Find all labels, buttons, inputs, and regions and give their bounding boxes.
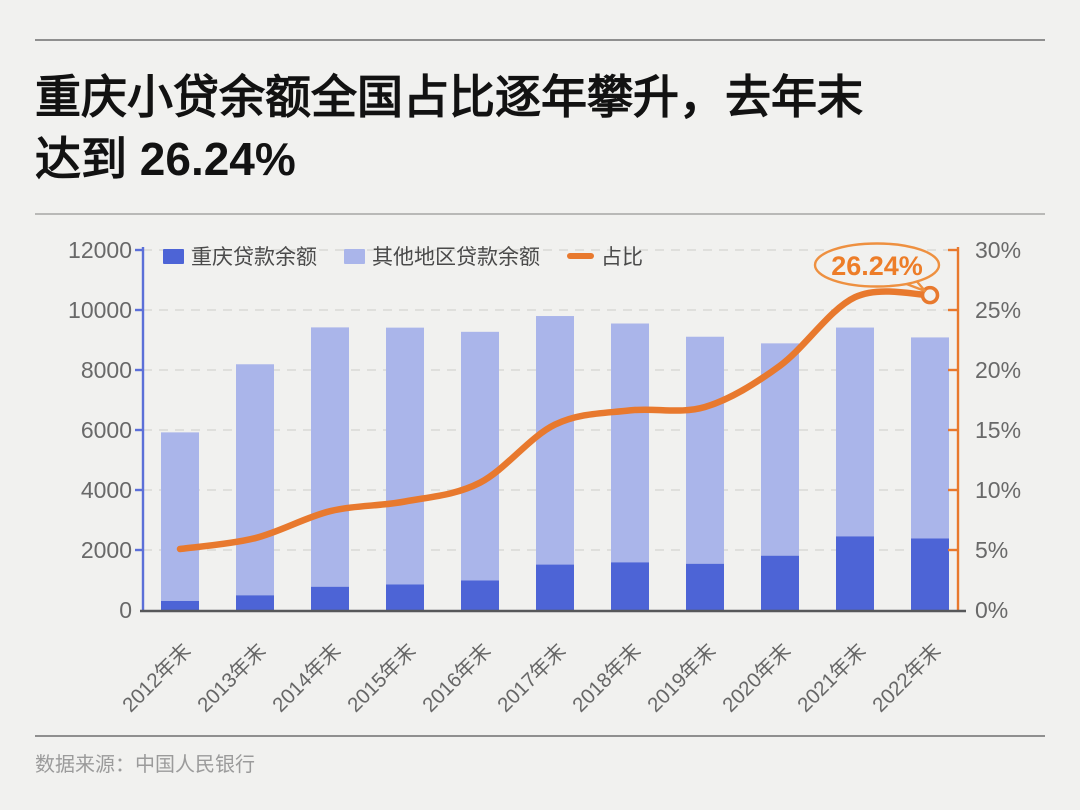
title-divider — [35, 213, 1045, 215]
bar-other-2019年末 — [686, 336, 724, 564]
other-regions-swatch-icon — [344, 248, 365, 264]
y-right-tick-label: 10% — [975, 477, 1021, 503]
y-left-tick-label: 12000 — [68, 237, 132, 263]
ratio-line-series — [176, 285, 940, 553]
ratio-line-swatch-icon — [567, 253, 594, 259]
bar-chongqing-2012年末 — [161, 600, 199, 610]
bar-other-2017年末 — [536, 316, 574, 565]
bar-other-2014年末 — [311, 327, 349, 587]
x-tick-label: 2015年末 — [343, 639, 421, 717]
bar-other-2018年末 — [611, 323, 649, 563]
y-left-tick-label: 6000 — [81, 417, 132, 443]
data-source-note: 数据来源：中国人民银行 — [35, 754, 255, 776]
bar-other-2015年末 — [386, 327, 424, 585]
y-right-tick-label: 5% — [975, 537, 1008, 563]
x-tick-label: 2013年末 — [193, 639, 271, 717]
bar-chongqing-2016年末 — [461, 580, 499, 610]
y-left-tick-label: 2000 — [81, 537, 132, 563]
bar-other-2021年末 — [836, 327, 874, 537]
legend-item-chongqing[interactable]: 重庆贷款余额 — [163, 241, 317, 271]
page-title-line2: 达到 26.24% — [35, 133, 296, 185]
legend-label-chongqing: 重庆贷款余额 — [191, 246, 317, 269]
page-title: 重庆小贷余额全国占比逐年攀升，去年末 达到 26.24% — [35, 66, 1055, 190]
y-right-tick-label: 0% — [975, 597, 1008, 623]
bar-chongqing-2013年末 — [236, 595, 274, 610]
x-tick-label: 2020年末 — [718, 639, 796, 717]
x-tick-label: 2019年末 — [643, 639, 721, 717]
legend-label-ratio: 占比 — [601, 246, 643, 269]
bar-chongqing-2019年末 — [686, 563, 724, 610]
legend-label-other: 其他地区贷款余额 — [372, 246, 540, 269]
callout-bubble: 26.24% — [813, 242, 941, 293]
top-divider — [35, 39, 1045, 41]
y-right-tick-label: 20% — [975, 357, 1021, 383]
bar-other-2013年末 — [236, 364, 274, 596]
legend-item-other[interactable]: 其他地区贷款余额 — [344, 241, 540, 271]
axes — [135, 247, 966, 613]
x-tick-label: 2017年末 — [493, 639, 571, 717]
x-tick-label: 2016年末 — [418, 639, 496, 717]
bar-chongqing-2022年末 — [911, 538, 949, 610]
bar-other-2020年末 — [761, 343, 799, 556]
bar-other-2016年末 — [461, 331, 499, 581]
bar-chongqing-2014年末 — [311, 586, 349, 610]
y-right-tick-label: 25% — [975, 297, 1021, 323]
x-tick-label: 2021年末 — [793, 639, 871, 717]
y-left-tick-label: 10000 — [68, 297, 132, 323]
x-tick-label: 2012年末 — [118, 639, 196, 717]
callout-ellipse — [813, 242, 941, 288]
x-tick-label: 2014年末 — [268, 639, 346, 717]
bar-other-2012年末 — [161, 432, 199, 601]
chart-legend: 重庆贷款余额 其他地区贷款余额 占比 — [163, 243, 643, 269]
bar-chongqing-2021年末 — [836, 536, 874, 610]
x-tick-label: 2018年末 — [568, 639, 646, 717]
ratio-endpoint-marker-icon — [920, 285, 940, 305]
y-right-tick-label: 15% — [975, 417, 1021, 443]
bar-chongqing-2017年末 — [536, 564, 574, 610]
ratio-line — [176, 288, 934, 553]
bar-chongqing-2015年末 — [386, 584, 424, 610]
callout-label: 26.24% — [831, 251, 923, 281]
y-left-tick-label: 8000 — [81, 357, 132, 383]
bar-other-2022年末 — [911, 337, 949, 539]
x-tick-label: 2022年末 — [868, 639, 946, 717]
chongqing-swatch-icon — [163, 248, 184, 264]
bar-series — [161, 316, 949, 610]
legend-item-ratio[interactable]: 占比 — [567, 241, 643, 271]
y-left-tick-label: 0 — [119, 597, 132, 623]
page-title-line1: 重庆小贷余额全国占比逐年攀升，去年末 — [35, 71, 863, 123]
bar-chongqing-2020年末 — [761, 555, 799, 610]
footer-divider — [35, 735, 1045, 737]
bar-chongqing-2018年末 — [611, 562, 649, 610]
y-right-tick-label: 30% — [975, 237, 1021, 263]
y-left-tick-label: 4000 — [81, 477, 132, 503]
